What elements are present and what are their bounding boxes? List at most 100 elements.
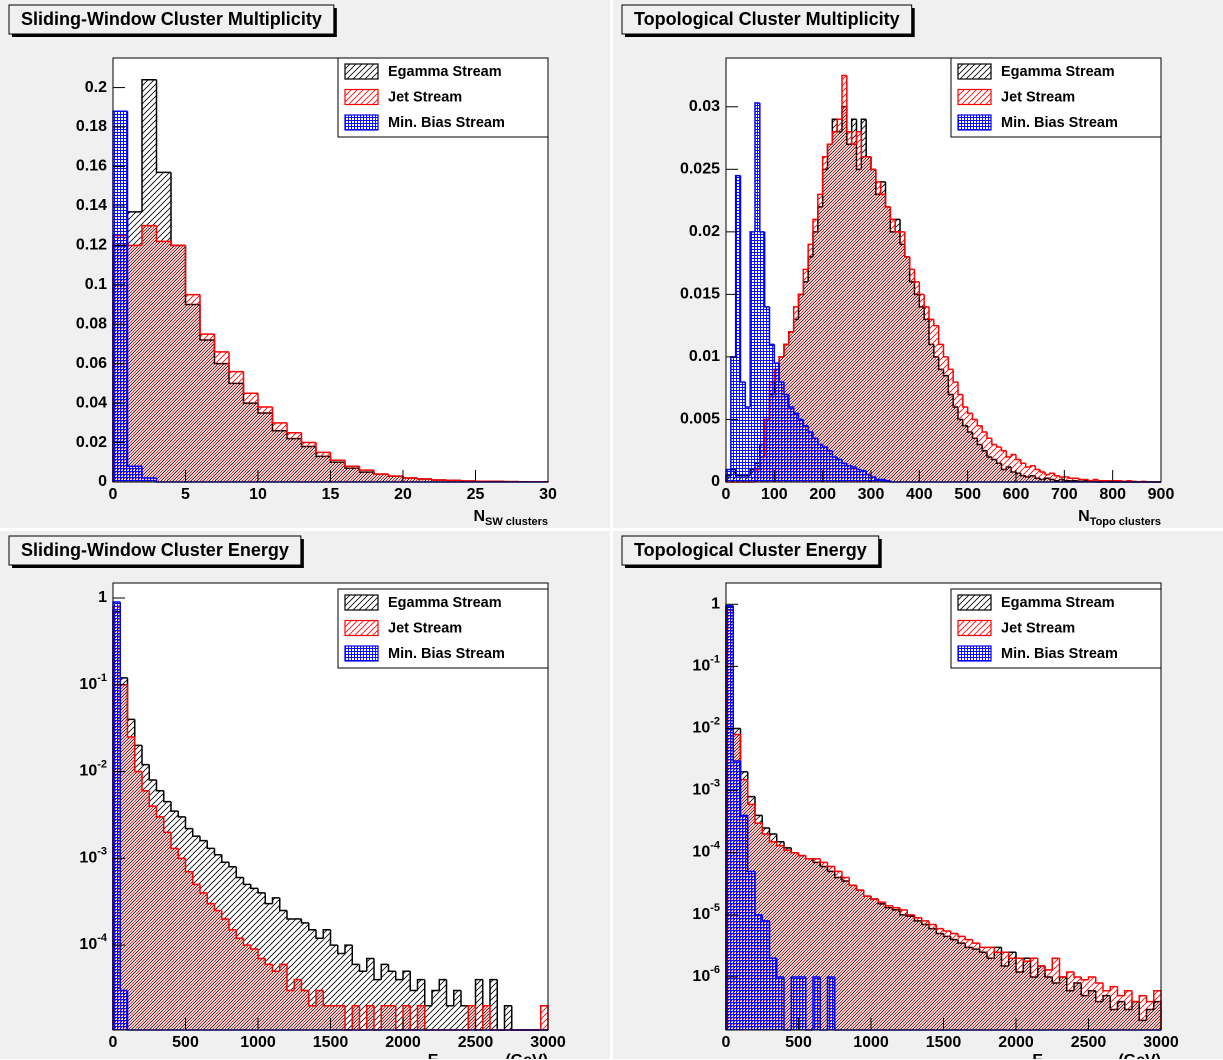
bin-outline xyxy=(235,866,244,879)
histogram-bin xyxy=(1045,969,1053,1030)
y-tick-exponent: -5 xyxy=(710,902,720,914)
histogram-bin xyxy=(156,241,171,482)
bin-outline xyxy=(836,118,842,132)
bin-outline xyxy=(1024,463,1031,468)
histogram-bin xyxy=(113,111,128,482)
bin-outline xyxy=(754,102,760,232)
legend-swatch xyxy=(957,63,992,80)
bin-outline xyxy=(1022,958,1031,962)
bin-outline xyxy=(863,890,871,897)
y-tick-base: 10 xyxy=(692,968,710,985)
bin-outline xyxy=(817,438,823,446)
histogram-bin xyxy=(337,953,345,1030)
bin-outline xyxy=(734,174,741,357)
bin-outline xyxy=(286,964,295,992)
y-tick-label: 0.005 xyxy=(680,411,720,428)
bin-outline xyxy=(846,463,852,467)
histogram-bin xyxy=(359,971,367,1030)
histogram-bin xyxy=(142,790,150,1030)
chart-panel: 110-110-210-310-40 500 1000 1500 2000 2500 300… xyxy=(0,531,610,1059)
bin-outline xyxy=(300,918,309,924)
bin-outline xyxy=(373,470,389,475)
histogram-bin xyxy=(374,474,389,482)
histogram-bin xyxy=(755,914,763,1030)
histogram-bin xyxy=(791,976,799,1030)
bin-outline xyxy=(344,944,353,954)
histogram-bin xyxy=(432,480,447,482)
x-axis-title-unit: (GeV) xyxy=(1118,1052,1161,1059)
y-tick-base: 10 xyxy=(692,782,710,799)
histogram-bin xyxy=(1001,450,1007,482)
y-tick-base: 10 xyxy=(79,676,97,693)
histogram-bin xyxy=(866,156,871,482)
bin-outline xyxy=(467,1004,476,1030)
histogram-bin xyxy=(856,131,862,482)
bin-outline xyxy=(790,850,799,854)
bin-outline xyxy=(908,256,915,271)
histogram-bin xyxy=(890,219,896,482)
bin-outline xyxy=(1092,478,1099,481)
bin-outline xyxy=(192,871,200,886)
bin-outline xyxy=(892,905,900,909)
histogram-bin xyxy=(866,474,871,482)
histogram-bin xyxy=(258,958,266,1030)
x-axis-title-main: E xyxy=(428,1052,439,1059)
bin-outline xyxy=(971,939,980,944)
histogram-bin xyxy=(919,294,925,482)
histogram-bin xyxy=(504,1005,512,1030)
histogram-bin xyxy=(410,990,418,1030)
bin-outline xyxy=(817,193,823,220)
title-frame xyxy=(621,535,880,566)
x-tick-label: 600 xyxy=(1003,486,1030,503)
bin-outline xyxy=(474,978,483,1006)
y-tick-exponent: -2 xyxy=(97,758,107,770)
bin-outline xyxy=(206,892,215,905)
histogram-bin xyxy=(851,466,857,482)
y-tick-label: 0.14 xyxy=(76,197,107,214)
chart-panel: 0 0.005 0.01 0.015 0.02 0.025 0.03 0 100 200 300 40… xyxy=(613,0,1223,528)
x-axis-title: NSW clusters xyxy=(473,508,548,528)
histogram-bin xyxy=(885,206,891,482)
bin-outline xyxy=(792,406,799,414)
histogram-bin xyxy=(301,442,316,482)
bin-outline xyxy=(257,888,266,894)
bin-outline xyxy=(1073,972,1082,978)
bin-outline xyxy=(846,75,852,133)
y-tick-label: 0.03 xyxy=(689,98,720,115)
bin-outline xyxy=(831,450,838,458)
bin-outline xyxy=(802,419,809,427)
bin-outline xyxy=(875,169,881,183)
x-tick-label: 25 xyxy=(467,486,485,503)
histogram-bin xyxy=(337,1005,345,1030)
bin-outline xyxy=(802,268,809,295)
y-tick-label: 0.1 xyxy=(85,276,107,293)
bin-outline xyxy=(928,306,934,321)
bin-outline xyxy=(884,902,893,907)
histogram-bin xyxy=(793,413,799,482)
bin-outline xyxy=(797,413,804,421)
y-tick-exponent: -3 xyxy=(710,778,720,790)
histogram-bin xyxy=(740,381,746,482)
bin-outline xyxy=(257,393,273,408)
chart-panel: 110-110-210-310-410-510-60 500 1000 1500 200… xyxy=(613,531,1223,1059)
x-tick-label: 100 xyxy=(761,486,788,503)
histogram-bin xyxy=(817,194,823,482)
histogram-bin xyxy=(330,460,345,482)
histogram-bin xyxy=(200,334,215,482)
bin-outline xyxy=(416,978,425,991)
histogram-bin xyxy=(1074,478,1079,482)
bin-outline xyxy=(865,470,871,476)
histogram-bin xyxy=(914,281,920,482)
legend-label: Jet Stream xyxy=(1001,89,1075,105)
histogram-bin xyxy=(798,294,804,482)
bin-outline xyxy=(1097,479,1103,482)
bin-outline xyxy=(184,245,200,296)
histogram-bin xyxy=(904,256,910,482)
x-tick-label: 0 xyxy=(109,1034,118,1051)
histogram-bin xyxy=(272,422,287,482)
bin-outline xyxy=(747,779,755,806)
histogram-bin xyxy=(163,832,171,1030)
histogram-bin xyxy=(540,1005,548,1030)
bin-outline xyxy=(841,871,850,879)
histogram-bin xyxy=(950,933,958,1030)
